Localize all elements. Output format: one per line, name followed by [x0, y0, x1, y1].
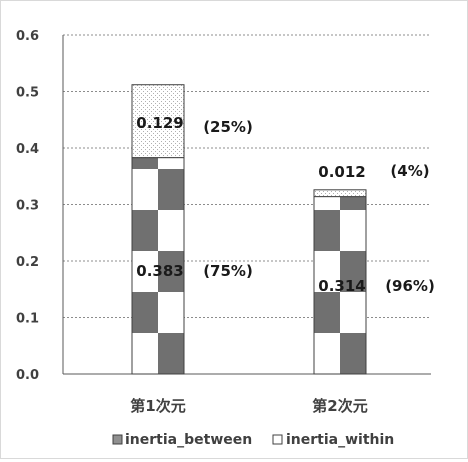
y-tick-label: 0.6	[16, 29, 39, 44]
data-label-value: 0.383	[136, 262, 183, 280]
y-tick-label: 0.0	[16, 368, 39, 383]
data-labels: 0.383 (75%) 0.129 (25%) 0.314 (96%) 0.012 (4%)	[136, 114, 435, 295]
y-axis: 0.0 0.1 0.2 0.3 0.4 0.5 0.6	[16, 29, 431, 383]
data-label-value: 0.314	[318, 277, 365, 295]
bar-inertia-within	[313, 189, 367, 198]
legend-label-inertia-within: inertia_within	[286, 432, 394, 448]
legend-item-inertia-between: inertia_between	[112, 432, 252, 448]
y-tick-label: 0.2	[16, 255, 39, 270]
data-label-value: 0.012	[318, 163, 365, 181]
data-label-value: 0.129	[136, 114, 183, 132]
x-tick-label: 第2次元	[312, 397, 367, 415]
data-label-percent: (96%)	[385, 277, 435, 295]
legend: inertia_between inertia_within	[112, 432, 394, 448]
y-tick-label: 0.4	[16, 142, 39, 157]
bar-inertia-within	[131, 84, 185, 159]
data-label-percent: (25%)	[203, 118, 253, 136]
y-tick-label: 0.1	[16, 312, 39, 327]
bar-inertia-between	[313, 196, 367, 375]
data-label-percent: (75%)	[203, 262, 253, 280]
bars	[131, 84, 367, 375]
x-tick-label: 第1次元	[130, 397, 185, 415]
y-tick-label: 0.3	[16, 199, 39, 214]
x-axis: 第1次元 第2次元	[130, 397, 367, 415]
legend-swatch-inertia-within	[272, 434, 283, 445]
data-label-percent: (4%)	[390, 162, 429, 180]
legend-item-inertia-within: inertia_within	[272, 432, 394, 448]
gridlines	[63, 34, 431, 318]
bar-inertia-between	[131, 157, 185, 375]
legend-swatch-inertia-between	[112, 434, 123, 445]
y-tick-label: 0.5	[16, 86, 39, 101]
legend-label-inertia-between: inertia_between	[125, 432, 252, 448]
